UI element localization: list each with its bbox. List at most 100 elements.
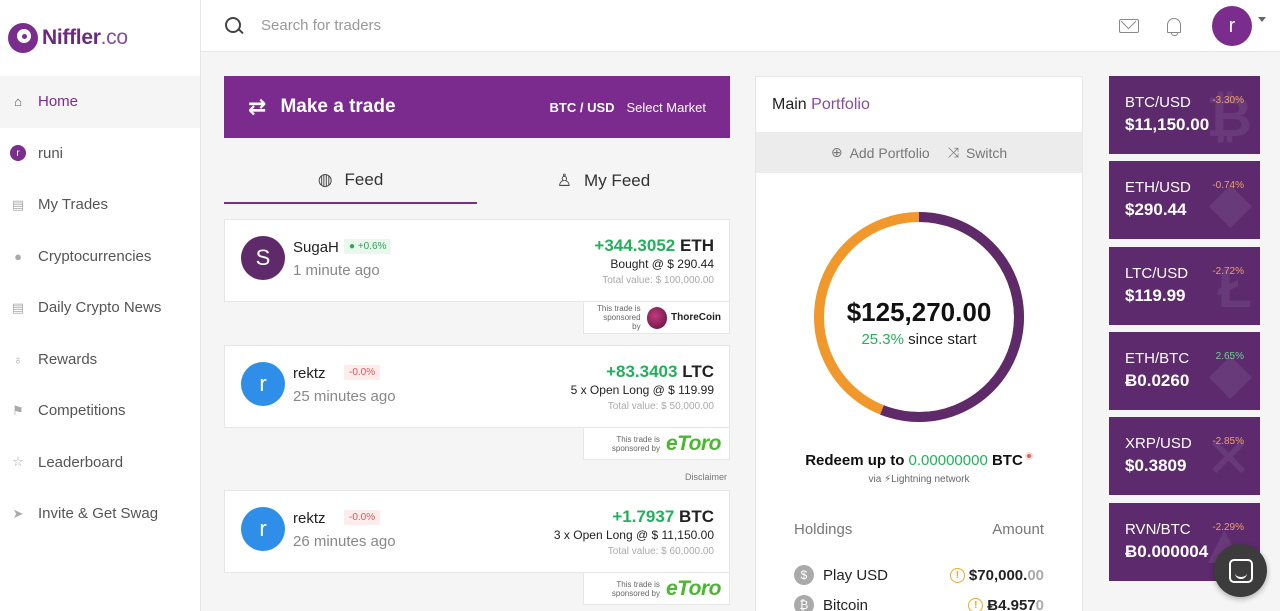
logo-text: Niffler.co <box>42 26 128 49</box>
trader-name[interactable]: rektz <box>293 365 326 382</box>
mail-icon[interactable] <box>1119 19 1139 33</box>
tab-feed[interactable]: ◍ Feed <box>224 158 477 204</box>
trader-avatar[interactable]: r <box>241 362 285 406</box>
warning-icon: ! <box>949 567 965 583</box>
sidebar-item-invite-get-swag[interactable]: ➤ Invite & Get Swag <box>0 488 200 540</box>
sidebar-item-home[interactable]: ⌂ Home <box>0 76 200 128</box>
sidebar-item-competitions[interactable]: ⚑ Competitions <box>0 385 200 437</box>
trade-card[interactable]: r rektz -0.0% 26 minutes ago +1.7937 BTC 3 x … <box>224 490 730 573</box>
ticker-pair: ETH/USD <box>1125 179 1191 197</box>
sponsor-box[interactable]: This trade is sponsored by eToro <box>583 428 730 460</box>
ticker-price: Ƀ0.0260 <box>1125 370 1190 390</box>
sponsor-label: This trade is sponsored by <box>611 579 660 598</box>
chat-button[interactable] <box>1214 544 1267 597</box>
chevron-down-icon[interactable] <box>1258 16 1266 22</box>
ticker-pair: XRP/USD <box>1125 435 1192 453</box>
trader-avatar[interactable]: S <box>241 236 285 280</box>
plus-circle-icon: ⊕ <box>830 144 843 160</box>
bitcoin-icon: ₿ <box>794 595 814 611</box>
ticker-ltc-usd[interactable]: Ł LTC/USD -2.72% $119.99 <box>1109 246 1260 325</box>
chat-icon <box>1228 558 1253 583</box>
etoro-logo: eToro <box>665 431 722 455</box>
sidebar-item-runi[interactable]: r runi <box>0 128 200 180</box>
trade-time: 25 minutes ago <box>293 388 396 405</box>
send-icon: ➤ <box>12 505 24 521</box>
lightning-note: via ⚡Lightning network <box>868 474 970 485</box>
sidebar: Niffler.co ⌂ Home r runi ▤ My Trades ● Cryptocu… <box>0 0 201 611</box>
trader-name[interactable]: SugaH <box>293 239 339 256</box>
bell-icon[interactable] <box>1166 17 1182 36</box>
ticker-price: $119.99 <box>1125 285 1186 305</box>
ticker-change: -2.29% <box>1212 521 1244 533</box>
sidebar-item-my-trades[interactable]: ▤ My Trades <box>0 179 200 231</box>
coin-watermark-icon: ✕ <box>1205 426 1252 490</box>
logo[interactable]: Niffler.co <box>0 0 200 76</box>
sidebar-item-label: Rewards <box>38 350 98 368</box>
make-trade-title: Make a trade <box>280 96 396 117</box>
trader-avatar[interactable]: r <box>241 507 285 551</box>
notification-dot <box>1024 452 1033 460</box>
ticker-xrp-usd[interactable]: ✕ XRP/USD -2.85% $0.3809 <box>1109 417 1260 496</box>
user-avatar[interactable]: r <box>1212 6 1252 46</box>
trade-card[interactable]: r rektz -0.0% 25 minutes ago +83.3403 LTC 5 x… <box>224 345 730 428</box>
coin-watermark-icon: Ł <box>1217 255 1252 319</box>
ticker-btc-usd[interactable]: ₿ BTC/USD -3.30% $11,150.00 <box>1109 76 1260 154</box>
avatar: r <box>10 145 26 162</box>
holding-row[interactable]: $ Play USD ! $70,000. 00 <box>794 565 1044 585</box>
sponsor-box[interactable]: This trade is sponsored by ThoreCoin <box>583 302 730 334</box>
tab-label: Feed <box>344 170 384 189</box>
tab-my-feed[interactable]: ♙ My Feed <box>477 158 730 204</box>
flag-icon: ⚑ <box>12 402 24 418</box>
sidebar-item-leaderboard[interactable]: ☆ Leaderboard <box>0 437 200 489</box>
sidebar-item-daily-crypto-news[interactable]: ▤ Daily Crypto News <box>0 282 200 334</box>
coin-watermark-icon: ◆ <box>1208 170 1252 234</box>
home-icon: ⌂ <box>14 94 22 110</box>
search-icon[interactable] <box>223 15 245 37</box>
trade-time: 1 minute ago <box>293 262 380 279</box>
top-bar: r <box>201 0 1280 52</box>
ticker-price: $11,150.00 <box>1125 115 1210 134</box>
portfolio-actions: ⊕ Add Portfolio ⤨ Switch <box>756 132 1082 173</box>
add-portfolio-button[interactable]: ⊕ Add Portfolio <box>830 144 930 161</box>
make-trade-banner[interactable]: ⇄ Make a trade BTC / USD Select Market <box>224 76 730 138</box>
sidebar-item-cryptocurrencies[interactable]: ● Cryptocurrencies <box>0 231 200 283</box>
select-market-button[interactable]: Select Market <box>626 99 706 115</box>
user-icon: ♙ <box>556 171 573 190</box>
coin-watermark-icon: ◆ <box>1208 340 1252 404</box>
tab-label: My Feed <box>584 171 651 190</box>
holding-row[interactable]: ₿ Bitcoin ! Ƀ4.957 0 <box>794 595 1044 611</box>
thorecoin-logo-icon <box>646 306 667 329</box>
holding-name: Bitcoin <box>823 596 869 611</box>
ticker-eth-usd[interactable]: ◆ ETH/USD -0.74% $290.44 <box>1109 161 1260 240</box>
search-input[interactable] <box>261 17 761 34</box>
sponsor-label: This trade is sponsored by <box>611 434 660 453</box>
portfolio-panel: Main Portfolio ⊕ Add Portfolio ⤨ Switch $1… <box>755 76 1083 611</box>
sidebar-item-label: My Trades <box>38 196 109 214</box>
market-pair: BTC / USD <box>549 99 615 115</box>
trade-card[interactable]: S SugaH ● +0.6% 1 minute ago +344.3052 ETH Bo… <box>224 219 730 302</box>
ticker-price: Ƀ0.000004 <box>1125 541 1209 561</box>
ticker-change: 2.65% <box>1215 350 1244 362</box>
disclaimer-link[interactable]: Disclaimer <box>685 472 728 482</box>
performance-badge: -0.0% <box>344 365 381 380</box>
holdings-header: Holdings <box>794 521 853 538</box>
trader-name[interactable]: rektz <box>293 510 326 527</box>
up-dot-icon: ● <box>349 241 358 252</box>
sidebar-item-label: Competitions <box>38 402 126 420</box>
switch-portfolio-button[interactable]: ⤨ Switch <box>947 144 1008 161</box>
trade-total: Total value: $ 50,000.00 <box>607 401 714 412</box>
trade-total: Total value: $ 60,000.00 <box>607 546 714 557</box>
trades-icon: ▤ <box>11 196 25 212</box>
warning-icon: ! <box>968 597 984 611</box>
sidebar-item-rewards[interactable]: ♁ Rewards <box>0 334 200 386</box>
etoro-logo: eToro <box>665 576 722 600</box>
sponsor-box[interactable]: This trade is sponsored by eToro <box>583 573 730 605</box>
portfolio-growth: 25.3% since start <box>861 331 977 348</box>
ticker-pair: RVN/BTC <box>1125 520 1191 538</box>
redeem-text[interactable]: Redeem up to 0.00000000 BTC <box>756 452 1082 469</box>
trade-total: Total value: $ 100,000.00 <box>602 275 714 286</box>
coin-watermark-icon: ₿ <box>1206 85 1252 148</box>
ticker-eth-btc[interactable]: ◆ ETH/BTC 2.65% Ƀ0.0260 <box>1109 331 1260 410</box>
ticker-change: -3.30% <box>1212 95 1244 106</box>
feed-tabs: ◍ Feed ♙ My Feed <box>224 158 730 204</box>
